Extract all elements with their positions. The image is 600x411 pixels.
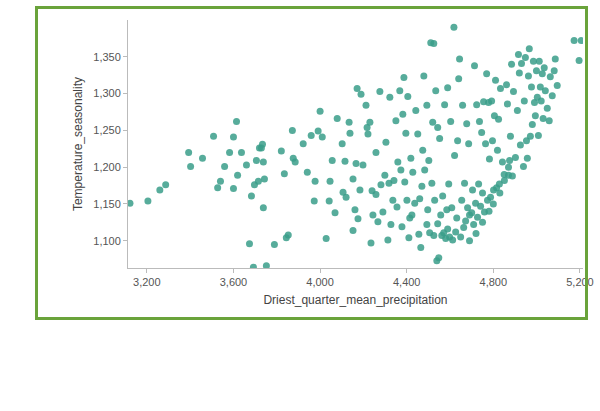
svg-text:4,400: 4,400: [393, 276, 421, 288]
svg-text:1,150: 1,150: [93, 198, 121, 210]
svg-text:1,350: 1,350: [93, 51, 121, 63]
svg-text:4,800: 4,800: [480, 276, 508, 288]
svg-text:5,200: 5,200: [566, 276, 594, 288]
svg-text:Temperature_seasonality: Temperature_seasonality: [71, 77, 85, 211]
svg-text:1,100: 1,100: [93, 235, 121, 247]
svg-text:1,250: 1,250: [93, 124, 121, 136]
svg-text:4,000: 4,000: [306, 276, 334, 288]
svg-text:3,200: 3,200: [133, 276, 161, 288]
svg-text:Driest_quarter_mean_precipitat: Driest_quarter_mean_precipitation: [263, 293, 447, 307]
svg-text:1,200: 1,200: [93, 161, 121, 173]
svg-text:3,600: 3,600: [220, 276, 248, 288]
svg-text:1,300: 1,300: [93, 87, 121, 99]
